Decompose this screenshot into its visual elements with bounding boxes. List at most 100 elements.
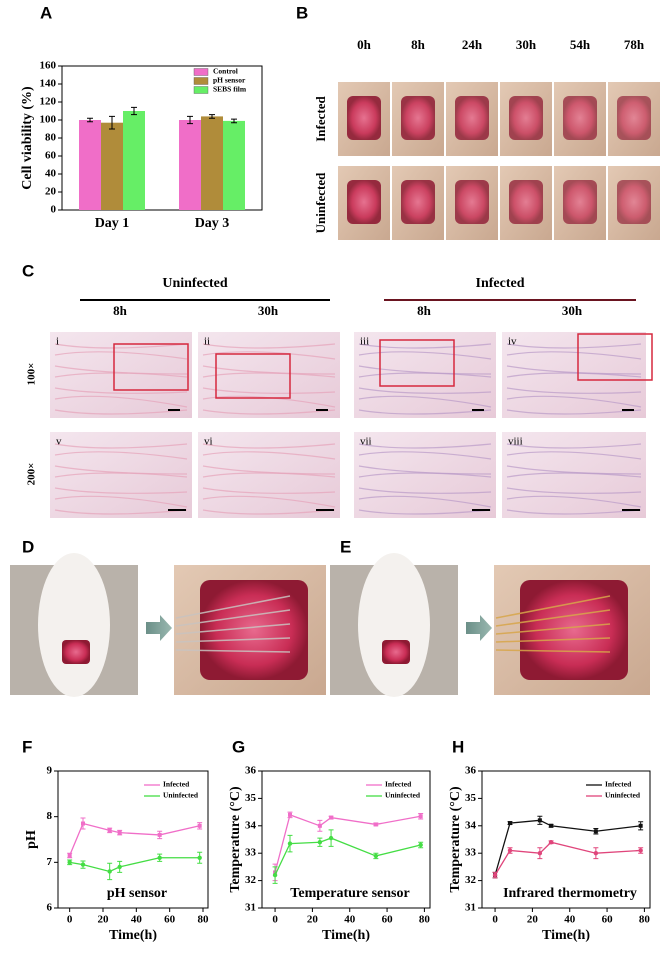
rat-body xyxy=(358,553,430,697)
image-label: vii xyxy=(360,436,372,448)
tissue-fiber xyxy=(506,495,642,508)
marker xyxy=(549,823,554,828)
tissue-fiber xyxy=(358,509,492,515)
y-tick-label: 36 xyxy=(245,765,257,777)
device-lead xyxy=(175,595,291,619)
y-tick-label: 32 xyxy=(245,874,257,886)
bar xyxy=(223,120,245,210)
device-lead xyxy=(495,637,611,643)
zoom-box xyxy=(379,339,455,387)
bar xyxy=(201,116,223,210)
zoom-box xyxy=(215,353,291,399)
time-label: 0h xyxy=(357,37,372,52)
device-lead xyxy=(495,623,611,635)
legend-label: pH sensor xyxy=(213,76,246,85)
marker xyxy=(638,848,643,853)
tissue-fiber xyxy=(54,465,188,475)
tissue-fiber xyxy=(358,395,492,408)
marker xyxy=(638,823,643,828)
marker xyxy=(418,814,423,819)
tissue-fiber xyxy=(506,372,642,378)
legend-label: Infected xyxy=(163,780,190,789)
marker xyxy=(508,821,512,826)
x-axis-label: Time(h) xyxy=(542,928,590,943)
error-bar xyxy=(231,118,237,124)
y-tick-label: 7 xyxy=(47,856,53,868)
panel-label: D xyxy=(22,537,34,556)
y-tick-label: 20 xyxy=(45,186,57,198)
y-axis-label: pH xyxy=(24,830,39,849)
time-label: 30h xyxy=(258,303,279,318)
marker xyxy=(548,840,554,845)
tissue-fiber xyxy=(358,487,492,494)
image-label: viii xyxy=(508,436,523,448)
group-label: Infected xyxy=(476,276,525,291)
tissue-fiber xyxy=(54,495,188,508)
y-tick-label: 140 xyxy=(40,78,57,90)
legend-swatch xyxy=(193,86,209,94)
wound xyxy=(401,96,435,140)
wound xyxy=(563,180,597,224)
panel-label: C xyxy=(22,261,34,280)
x-tick-label: 0 xyxy=(67,914,73,926)
device-lead xyxy=(495,609,611,627)
panel-label: A xyxy=(40,3,52,22)
image-label: vi xyxy=(204,436,213,448)
time-label: 54h xyxy=(570,37,591,52)
legend-swatch xyxy=(193,77,209,85)
tissue-fiber xyxy=(506,395,642,408)
closeup-wound xyxy=(520,580,628,680)
panel-label: B xyxy=(296,3,308,22)
tissue-fiber xyxy=(506,465,642,475)
wound xyxy=(347,180,381,224)
y-tick-label: 0 xyxy=(51,204,57,216)
zoom-box xyxy=(113,343,189,391)
y-tick-label: 6 xyxy=(47,902,53,914)
time-label: 30h xyxy=(562,303,583,318)
tissue-fiber xyxy=(54,365,188,375)
tissue-fiber xyxy=(54,395,188,408)
marker xyxy=(317,823,322,828)
tissue-fiber xyxy=(54,487,188,494)
marker xyxy=(67,860,72,865)
device-lead xyxy=(175,637,291,643)
x-axis-label: Time(h) xyxy=(322,928,370,943)
marker xyxy=(157,832,162,837)
marker xyxy=(288,812,292,817)
error-bar xyxy=(131,106,137,116)
wound xyxy=(509,180,543,224)
wound xyxy=(347,96,381,140)
marker xyxy=(507,848,513,853)
tissue-fiber xyxy=(202,451,336,460)
series-line xyxy=(494,841,641,876)
wound xyxy=(455,180,489,224)
x-tick-label: 60 xyxy=(382,914,394,926)
x-tick-label: Day 3 xyxy=(195,216,230,231)
marker xyxy=(67,853,72,858)
y-tick-label: 32 xyxy=(465,874,477,886)
legend-label: Control xyxy=(213,67,238,76)
arrow xyxy=(466,615,492,641)
bar xyxy=(123,111,145,210)
tissue-fiber xyxy=(358,365,492,375)
y-tick-label: 120 xyxy=(40,96,57,108)
panel-label: G xyxy=(232,737,245,756)
marker xyxy=(373,853,379,859)
error-bar xyxy=(209,114,215,119)
y-tick-label: 31 xyxy=(245,902,256,914)
series-line xyxy=(274,837,421,876)
y-tick-label: 60 xyxy=(45,150,57,162)
time-label: 30h xyxy=(516,37,537,52)
series-line xyxy=(494,819,641,876)
y-tick-label: 100 xyxy=(40,114,57,126)
series-line xyxy=(274,813,421,873)
marker xyxy=(117,830,122,835)
marker xyxy=(80,862,86,867)
wound xyxy=(455,96,489,140)
tissue-fiber xyxy=(54,451,188,460)
marker xyxy=(329,815,334,820)
device-lead xyxy=(175,623,291,635)
magnification-label: 200× xyxy=(26,463,38,486)
tissue-fiber xyxy=(358,451,492,460)
